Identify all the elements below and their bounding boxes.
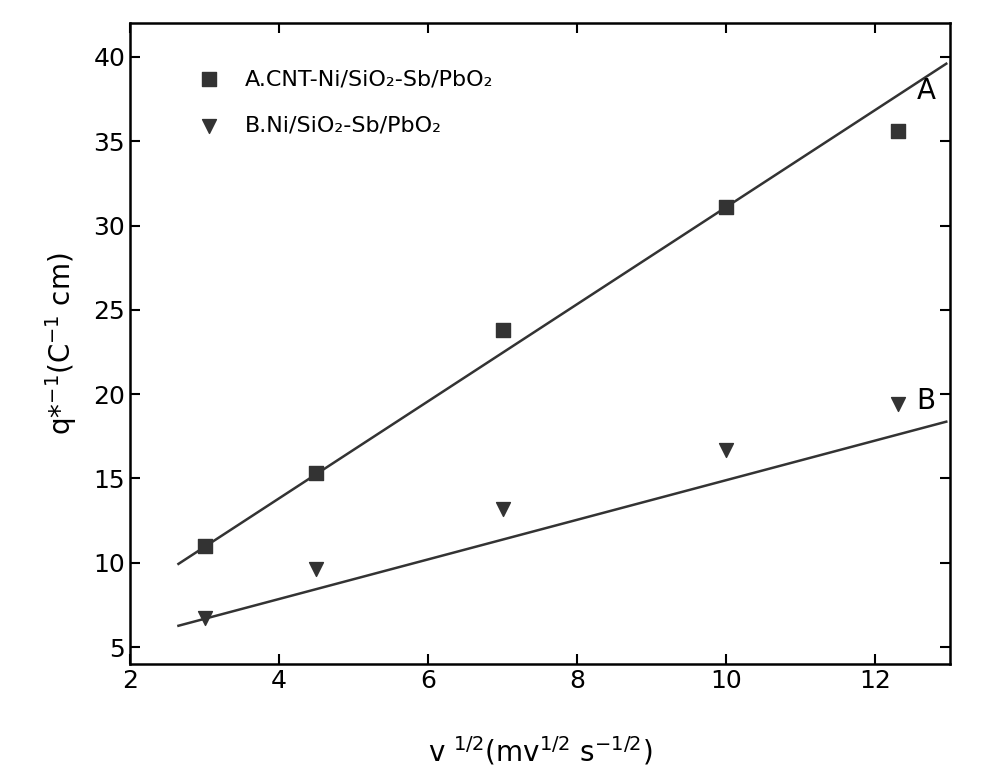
A.CNT-Ni/SiO₂-Sb/PbO₂	[197, 540, 213, 552]
A.CNT-Ni/SiO₂-Sb/PbO₂	[890, 125, 906, 137]
A.CNT-Ni/SiO₂-Sb/PbO₂	[718, 201, 734, 213]
B.Ni/SiO₂-Sb/PbO₂	[495, 503, 511, 515]
Text: A: A	[916, 76, 935, 105]
Legend: A.CNT-Ni/SiO₂-Sb/PbO₂, B.Ni/SiO₂-Sb/PbO₂: A.CNT-Ni/SiO₂-Sb/PbO₂, B.Ni/SiO₂-Sb/PbO₂	[174, 47, 516, 158]
Text: v $^{1/2}$(mv$^{1/2}$ s$^{-1/2}$): v $^{1/2}$(mv$^{1/2}$ s$^{-1/2}$)	[428, 734, 652, 767]
Text: B: B	[916, 387, 936, 415]
Y-axis label: q*$^{-1}$(C$^{-1}$ cm): q*$^{-1}$(C$^{-1}$ cm)	[43, 252, 79, 435]
B.Ni/SiO₂-Sb/PbO₂	[890, 398, 906, 411]
B.Ni/SiO₂-Sb/PbO₂	[718, 444, 734, 456]
B.Ni/SiO₂-Sb/PbO₂	[197, 612, 213, 625]
A.CNT-Ni/SiO₂-Sb/PbO₂	[308, 467, 324, 479]
B.Ni/SiO₂-Sb/PbO₂	[308, 564, 324, 576]
A.CNT-Ni/SiO₂-Sb/PbO₂	[495, 324, 511, 337]
